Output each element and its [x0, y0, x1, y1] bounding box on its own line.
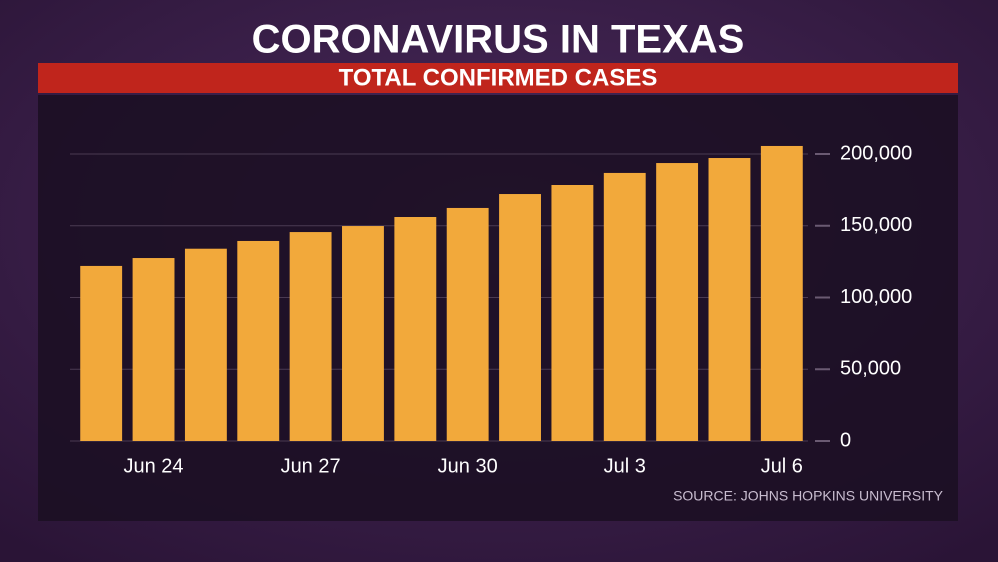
bar — [80, 265, 123, 441]
chart-subtitle: TOTAL CONFIRMED CASES — [339, 64, 658, 91]
source-note: SOURCE: JOHNS HOPKINS UNIVERSITY — [673, 488, 944, 504]
bar — [184, 248, 227, 441]
y-tick-label: 50,000 — [840, 358, 901, 380]
y-tick-label: 200,000 — [840, 142, 912, 164]
chart-title: CORONAVIRUS IN TEXAS — [252, 18, 745, 62]
bar — [394, 216, 437, 441]
banner — [38, 63, 958, 93]
bar — [760, 145, 803, 442]
bar — [237, 240, 280, 441]
bar — [342, 226, 384, 441]
y-tick-label: 100,000 — [840, 286, 912, 308]
y-tick-label: 150,000 — [840, 214, 912, 236]
x-tick-label: Jul 3 — [604, 455, 646, 477]
bar — [499, 194, 541, 441]
x-tick-label: Jun 27 — [281, 455, 341, 477]
x-tick-label: Jun 24 — [124, 455, 184, 477]
bar — [446, 207, 489, 441]
x-tick-label: Jun 30 — [438, 455, 498, 477]
bar — [603, 172, 646, 441]
bar — [132, 258, 175, 441]
bar — [289, 232, 332, 441]
bar — [551, 184, 594, 441]
bar — [656, 163, 699, 441]
bar — [708, 158, 751, 441]
y-tick-label: 0 — [840, 429, 851, 451]
x-tick-label: Jul 6 — [761, 455, 803, 477]
